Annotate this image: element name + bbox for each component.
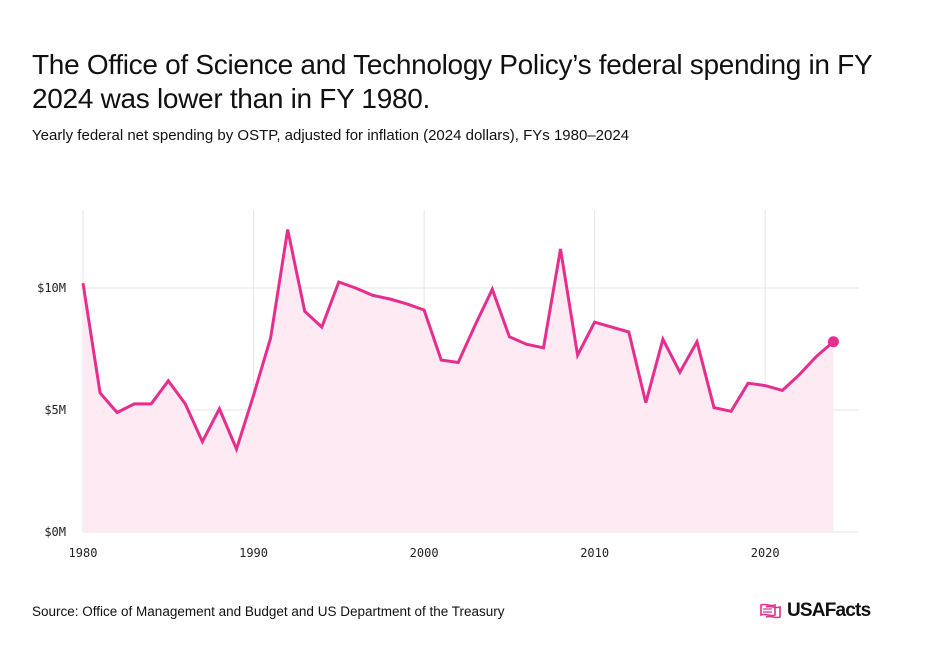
data-point xyxy=(200,440,204,444)
source-note: Source: Office of Management and Budget … xyxy=(32,604,505,619)
data-point xyxy=(695,340,699,344)
usafacts-logo: USAFacts xyxy=(760,600,871,622)
data-point xyxy=(814,354,818,358)
data-point xyxy=(234,447,238,451)
line-chart: $0M $5M $10M 1980 1990 2000 2010 2020 xyxy=(37,210,859,560)
x-tick-label: 2010 xyxy=(580,546,609,560)
data-point xyxy=(439,358,443,362)
data-point xyxy=(610,325,614,329)
data-point xyxy=(780,389,784,393)
data-point xyxy=(763,384,767,388)
data-point xyxy=(712,406,716,410)
data-point xyxy=(217,407,221,411)
data-point xyxy=(166,379,170,383)
brand-name: USAFacts xyxy=(787,600,871,621)
chart-subtitle: Yearly federal net spending by OSTP, adj… xyxy=(32,127,630,144)
data-point xyxy=(252,393,256,397)
flag-icon xyxy=(760,603,781,619)
x-tick-label: 2020 xyxy=(751,546,780,560)
data-point xyxy=(405,302,409,306)
data-point xyxy=(456,360,460,364)
data-point xyxy=(115,410,119,414)
chart-title: The Office of Science and Technology Pol… xyxy=(32,49,872,114)
y-tick-label: $5M xyxy=(44,403,66,417)
data-point xyxy=(303,309,307,313)
data-point xyxy=(371,293,375,297)
series-area-fill xyxy=(83,229,834,532)
series-line xyxy=(81,229,835,454)
end-point-marker xyxy=(827,336,839,348)
data-point xyxy=(729,409,733,413)
x-tick-label: 1980 xyxy=(69,546,98,560)
data-point xyxy=(490,287,494,291)
y-tick-label: $0M xyxy=(44,525,66,539)
data-markers xyxy=(81,228,839,451)
data-point xyxy=(473,323,477,327)
data-point xyxy=(132,402,136,406)
data-point xyxy=(678,370,682,374)
data-point xyxy=(388,297,392,301)
data-point xyxy=(337,280,341,284)
data-point xyxy=(354,286,358,290)
data-point xyxy=(627,330,631,334)
data-point xyxy=(507,335,511,339)
data-point xyxy=(593,320,597,324)
x-tick-label: 1990 xyxy=(239,546,268,560)
y-tick-label: $10M xyxy=(37,281,66,295)
data-point xyxy=(797,373,801,377)
data-point xyxy=(286,228,290,232)
data-point xyxy=(746,381,750,385)
axis-tick-labels: $0M $5M $10M 1980 1990 2000 2010 2020 xyxy=(37,281,780,560)
data-point xyxy=(98,391,102,395)
data-point xyxy=(422,308,426,312)
data-point xyxy=(320,325,324,329)
data-point xyxy=(644,401,648,405)
data-point xyxy=(576,353,580,357)
data-point xyxy=(524,342,528,346)
data-point xyxy=(541,346,545,350)
x-tick-label: 2000 xyxy=(410,546,439,560)
data-point xyxy=(269,336,273,340)
data-point xyxy=(661,337,665,341)
data-point xyxy=(559,247,563,251)
data-point xyxy=(183,402,187,406)
data-point xyxy=(149,402,153,406)
data-point xyxy=(81,281,85,285)
